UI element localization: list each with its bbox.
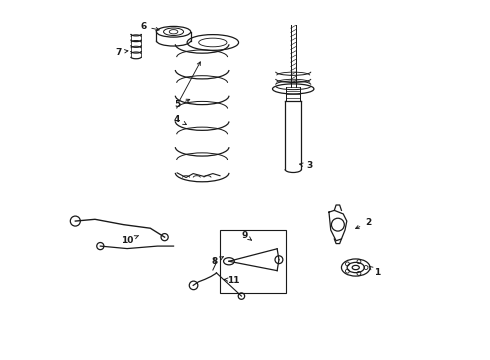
Text: 5: 5 — [174, 99, 190, 109]
Text: 8: 8 — [212, 257, 223, 266]
Bar — [220, 230, 286, 293]
Text: 3: 3 — [299, 161, 313, 170]
Text: 9: 9 — [242, 231, 251, 240]
Text: 2: 2 — [356, 219, 371, 229]
Text: 1: 1 — [369, 266, 380, 277]
Text: 6: 6 — [140, 22, 159, 31]
Text: 7: 7 — [115, 48, 128, 57]
Text: 10: 10 — [121, 235, 139, 245]
Text: 11: 11 — [224, 275, 240, 284]
Text: 4: 4 — [174, 115, 186, 125]
